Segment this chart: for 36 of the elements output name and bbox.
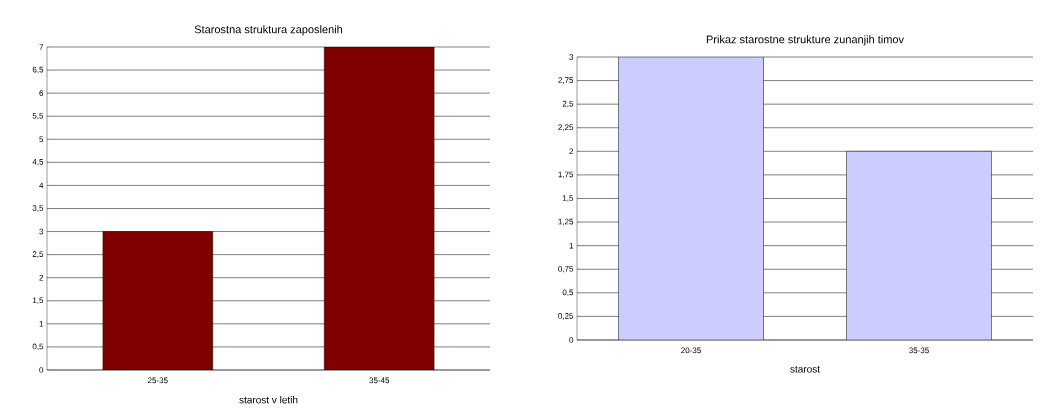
y-tick-label: 3 (39, 228, 44, 235)
y-tick-label: 0 (39, 367, 44, 373)
y-tick-label: 4 (39, 182, 44, 189)
y-tick-label: 0 (569, 337, 574, 343)
y-tick-label: 2,25 (558, 124, 574, 132)
y-tick-label: 2,5 (562, 100, 574, 108)
y-tick-label: 7 (39, 44, 44, 50)
y-tick-label: 0,5 (32, 343, 44, 351)
y-tick-label: 0,25 (558, 313, 574, 320)
y-tick-label: 1,5 (562, 195, 574, 202)
y-tick-label: 2,75 (558, 77, 574, 84)
y-tick-label: 4,5 (32, 159, 44, 166)
y-tick-label: 1 (569, 242, 574, 249)
y-tick-label: 3 (569, 54, 574, 60)
y-tick-label: 2 (39, 274, 44, 281)
y-tick-label: 6 (39, 90, 44, 96)
y-tick-label: 5,5 (32, 112, 44, 120)
y-tick-label: 1 (39, 321, 44, 327)
y-tick-label: 3,5 (32, 205, 44, 212)
x-axis-title: starost (790, 366, 820, 373)
x-tick-label: 35-35 (909, 347, 929, 354)
y-tick-label: 0,75 (558, 265, 574, 273)
x-tick-label: 20-35 (681, 347, 701, 354)
y-tick-label: 0,5 (562, 289, 574, 297)
y-tick-label: 6,5 (32, 66, 44, 74)
y-tick-label: 1,5 (32, 297, 44, 305)
x-axis-title: starost v letih (239, 396, 298, 404)
y-tick-label: 1,25 (558, 218, 574, 226)
y-tick-label: 1,75 (558, 171, 574, 179)
x-tick-label: 25-35 (147, 377, 168, 384)
chart-title: Starostna struktura zaposlenih (194, 25, 343, 36)
y-tick-label: 2 (569, 148, 574, 155)
y-tick-label: 5 (39, 136, 44, 143)
y-tick-label: 2,5 (32, 251, 44, 258)
chart-title: Prikaz starostne strukture zunanjih timov (706, 35, 904, 46)
x-tick-label: 35-45 (369, 377, 390, 384)
